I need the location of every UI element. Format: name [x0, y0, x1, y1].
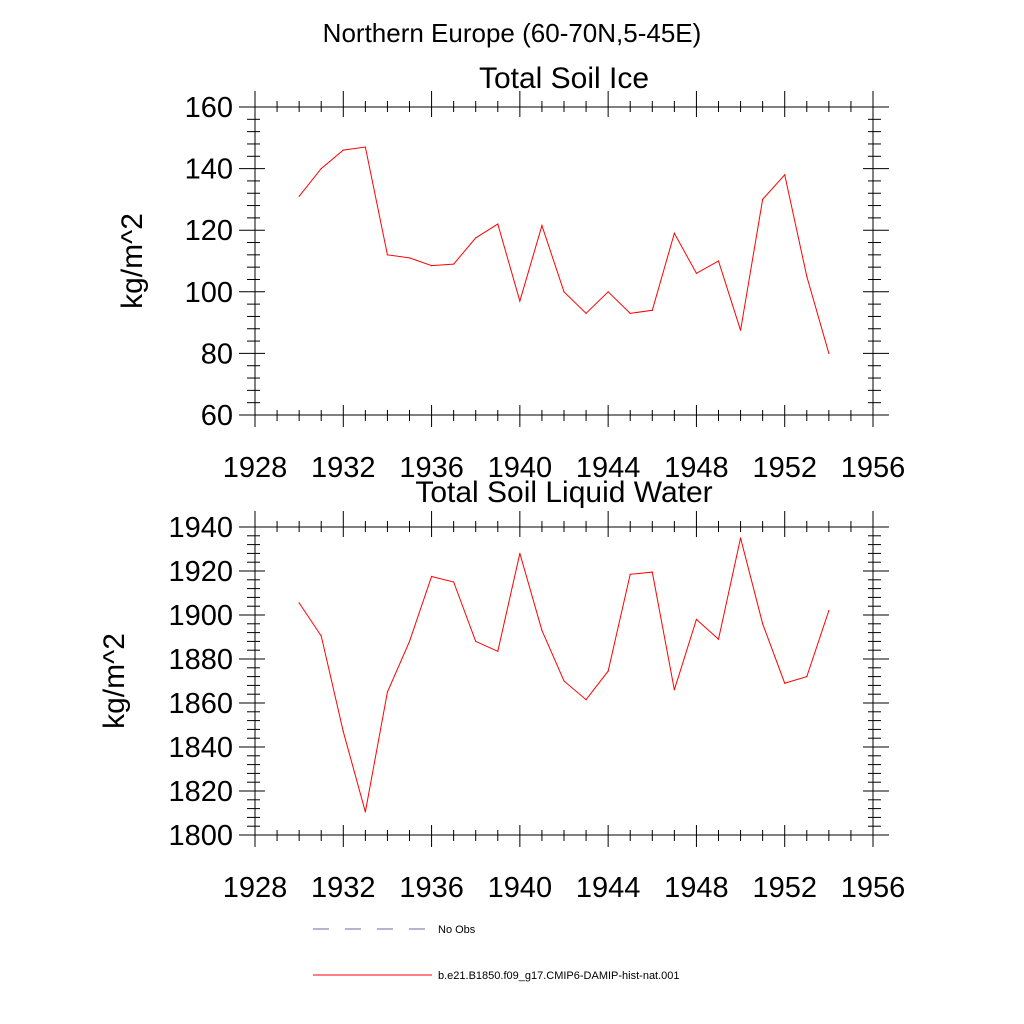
x-tick-label: 1948 — [664, 872, 729, 904]
data-point — [519, 552, 521, 555]
data-point — [629, 573, 631, 575]
series-line-1 — [298, 537, 830, 813]
data-point — [717, 638, 720, 640]
data-point — [784, 174, 786, 176]
chart-panel-1: Total Soil Ice kg/m^2 1928 1932 1936 1940 1944… — [116, 62, 905, 484]
chart-panel-2: Total Soil Liquid Water kg/m^2 1928 1932 193… — [98, 476, 905, 904]
data-point — [386, 691, 389, 693]
data-point — [541, 629, 543, 632]
data-point — [298, 195, 300, 197]
data-point — [497, 650, 499, 652]
data-point — [607, 670, 609, 672]
y-tick-label: 140 — [185, 154, 233, 186]
data-point — [364, 811, 366, 813]
legend-item-1: No Obs — [313, 924, 476, 936]
y-tick-label: 100 — [185, 277, 233, 309]
chart-panels: Total Soil Ice kg/m^2 1928 1932 1936 1940 1944… — [98, 62, 905, 904]
y-tick-label: 1820 — [168, 776, 233, 808]
x-tick-label: 1956 — [841, 872, 906, 904]
chart-title: Total Soil Ice — [479, 62, 649, 95]
data-point — [629, 312, 631, 314]
data-point — [762, 623, 764, 625]
data-point — [695, 618, 698, 621]
data-point — [717, 260, 720, 262]
data-point — [342, 149, 344, 151]
x-tick-label: 1936 — [399, 452, 464, 484]
data-point — [563, 680, 565, 682]
data-point — [806, 676, 808, 678]
data-point — [651, 309, 653, 311]
data-point — [541, 224, 543, 227]
x-tick-label: 1940 — [488, 452, 553, 484]
y-tick-label: 1940 — [168, 512, 233, 544]
y-axis-title: kg/m^2 — [98, 633, 131, 729]
data-point — [430, 575, 433, 578]
data-point — [806, 275, 808, 277]
data-point — [762, 198, 764, 200]
x-tick-label: 1944 — [576, 452, 641, 484]
data-point — [828, 610, 830, 612]
y-tick-label: 160 — [185, 92, 233, 124]
data-point — [364, 146, 366, 148]
y-tick-label: 1900 — [168, 600, 233, 632]
y-tick-label: 120 — [185, 215, 233, 247]
data-point — [475, 237, 477, 239]
x-tick-label: 1956 — [841, 452, 906, 484]
data-point — [673, 689, 675, 691]
y-tick-label: 1860 — [168, 688, 233, 720]
data-point — [739, 537, 742, 539]
legend-item-2: b.e21.B1850.f09_g17.CMIP6-DAMIP-hist-nat… — [313, 970, 680, 982]
data-point — [651, 571, 653, 573]
plot-frame — [254, 106, 874, 416]
x-tick-label: 1944 — [576, 872, 641, 904]
data-point — [828, 352, 830, 354]
x-tick-label: 1948 — [664, 452, 729, 484]
y-tick-label: 1920 — [168, 556, 233, 588]
x-tick-label: 1932 — [311, 872, 376, 904]
x-tick-label: 1928 — [223, 872, 288, 904]
y-tick-label: 80 — [201, 338, 233, 370]
figure-title: Northern Europe (60-70N,5-45E) — [323, 18, 702, 48]
y-tick-label: 1880 — [168, 644, 233, 676]
x-tick-label: 1952 — [752, 452, 817, 484]
data-point — [585, 699, 587, 701]
series-line-1 — [298, 146, 830, 354]
data-point — [673, 232, 675, 234]
y-axis-title: kg/m^2 — [116, 213, 149, 309]
data-point — [320, 635, 322, 637]
data-point — [298, 602, 300, 604]
x-tick-label: 1936 — [399, 872, 464, 904]
data-point — [386, 254, 389, 256]
data-point — [607, 291, 609, 293]
data-point — [475, 640, 477, 643]
data-point — [408, 640, 411, 643]
y-tick-label: 1800 — [168, 820, 233, 852]
data-point — [695, 272, 698, 274]
data-point — [430, 265, 433, 267]
data-point — [408, 257, 411, 259]
chart-title: Total Soil Liquid Water — [415, 476, 712, 509]
data-point — [342, 731, 344, 733]
x-tick-label: 1952 — [752, 872, 817, 904]
data-point — [784, 682, 786, 684]
x-tick-label: 1932 — [311, 452, 376, 484]
y-tick-label: 60 — [201, 400, 233, 432]
data-point — [497, 223, 499, 225]
x-tick-label: 1940 — [488, 872, 553, 904]
data-point — [453, 581, 455, 583]
data-point — [519, 300, 521, 302]
data-point — [563, 291, 565, 293]
data-point — [739, 329, 742, 331]
data-point — [320, 168, 322, 170]
data-point — [585, 312, 587, 314]
x-tick-label: 1928 — [223, 452, 288, 484]
data-point — [453, 263, 455, 265]
legend: No Obs b.e21.B1850.f09_g17.CMIP6-DAMIP-hi… — [313, 924, 680, 982]
legend-label: b.e21.B1850.f09_g17.CMIP6-DAMIP-hist-nat… — [438, 970, 680, 982]
y-tick-label: 1840 — [168, 732, 233, 764]
legend-label: No Obs — [438, 924, 476, 936]
